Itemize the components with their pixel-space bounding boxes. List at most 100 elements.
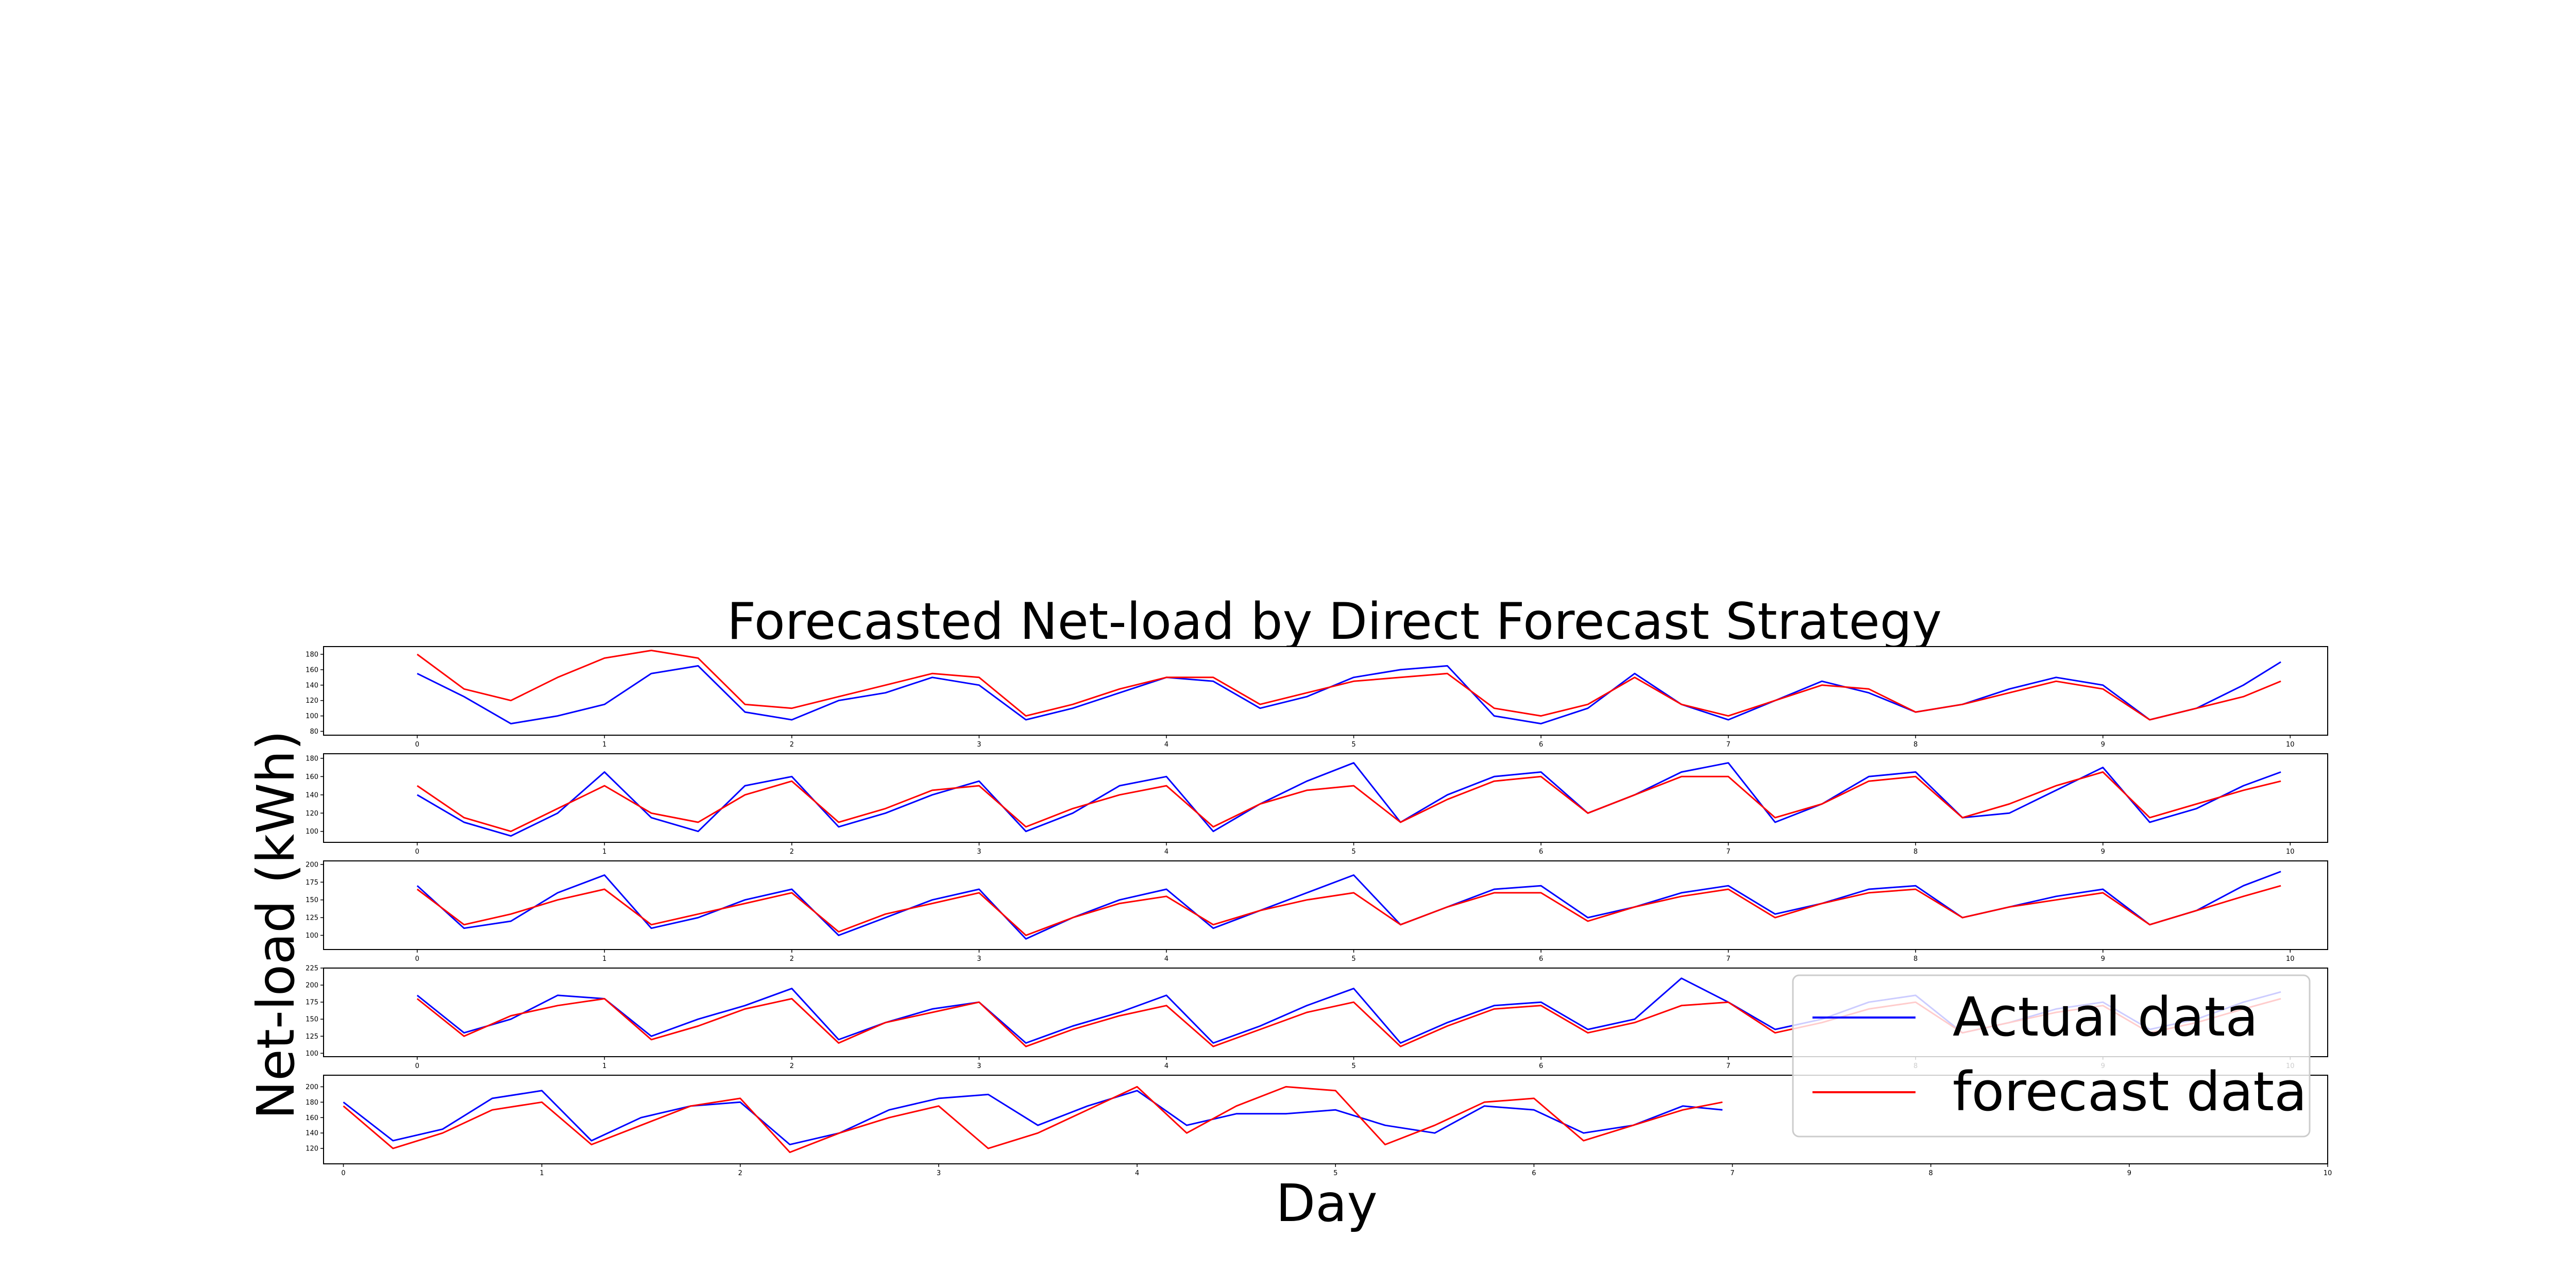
x-tick-label: 8 <box>1913 741 1918 749</box>
y-tick-label: 120 <box>306 1145 318 1153</box>
y-tick-label: 140 <box>306 791 318 799</box>
x-tick-label: 1 <box>602 955 606 963</box>
y-tick-label: 100 <box>306 932 318 940</box>
y-tick-label: 140 <box>306 682 318 689</box>
x-tick-label: 5 <box>1351 955 1355 963</box>
x-tick-label: 10 <box>2286 741 2295 749</box>
y-tick-label: 180 <box>306 1099 318 1107</box>
y-tick-label: 200 <box>306 1083 318 1091</box>
subplot-frame <box>323 860 2328 950</box>
y-tick-label: 100 <box>306 713 318 720</box>
x-tick-label: 2 <box>790 955 794 963</box>
x-tick-label: 8 <box>1913 848 1918 856</box>
x-tick-label: 5 <box>1351 848 1355 856</box>
x-tick-label: 2 <box>790 1062 794 1070</box>
y-tick-label: 125 <box>306 1033 318 1041</box>
x-tick-label: 6 <box>1539 1062 1543 1070</box>
x-tick-label: 3 <box>977 1062 981 1070</box>
chart-title: Forecasted Net-load by Direct Forecast S… <box>727 592 1942 651</box>
x-tick-label: 3 <box>977 848 981 856</box>
x-tick-label: 2 <box>790 741 794 749</box>
x-tick-label: 5 <box>1333 1170 1337 1177</box>
y-tick-label: 180 <box>306 755 318 762</box>
x-tick-label: 0 <box>341 1170 345 1177</box>
x-tick-label: 9 <box>2127 1170 2131 1177</box>
y-tick-label: 200 <box>306 982 318 990</box>
x-tick-label: 6 <box>1532 1170 1536 1177</box>
x-tick-label: 7 <box>1726 848 1730 856</box>
x-tick-label: 2 <box>738 1170 742 1177</box>
x-tick-label: 4 <box>1164 1062 1168 1070</box>
series-line-forecast <box>416 885 2281 936</box>
legend-label-actual: Actual data <box>1953 986 2258 1048</box>
x-tick-label: 5 <box>1351 741 1355 749</box>
y-tick-label: 200 <box>306 861 318 869</box>
y-tick-label: 150 <box>306 896 318 904</box>
y-tick-label: 140 <box>306 1130 318 1138</box>
x-tick-label: 7 <box>1730 1170 1734 1177</box>
y-tick-label: 160 <box>306 773 318 781</box>
subplot-frame <box>323 646 2328 736</box>
x-tick-label: 1 <box>540 1170 544 1177</box>
x-tick-label: 0 <box>415 741 419 749</box>
x-tick-label: 3 <box>977 741 981 749</box>
legend-frame <box>1792 974 2311 1138</box>
x-tick-label: 8 <box>1929 1170 1933 1177</box>
x-tick-label: 3 <box>937 1170 941 1177</box>
y-tick-label: 100 <box>306 1050 318 1058</box>
subplot-3: 0 1 2 3 4 5 6 7 8 9 10 100 125 150 175 200 <box>306 860 2328 963</box>
x-tick-label: 7 <box>1726 741 1730 749</box>
series-line-forecast <box>416 650 2281 721</box>
x-tick-label: 10 <box>2286 848 2295 856</box>
x-tick-label: 2 <box>790 848 794 856</box>
y-tick-label: 150 <box>306 1016 318 1024</box>
y-tick-label: 80 <box>310 728 318 736</box>
x-tick-label: 4 <box>1164 848 1168 856</box>
y-tick-label: 160 <box>306 1114 318 1122</box>
x-tick-label: 4 <box>1135 1170 1139 1177</box>
y-tick-label: 125 <box>306 914 318 922</box>
series-line-forecast <box>416 771 2281 833</box>
legend-label-forecast: forecast data <box>1953 1060 2307 1123</box>
subplot-frame <box>323 753 2328 843</box>
x-tick-label: 4 <box>1164 955 1168 963</box>
series-line-actual <box>343 1090 1723 1146</box>
x-tick-label: 0 <box>415 1062 419 1070</box>
y-tick-label: 120 <box>306 697 318 705</box>
x-tick-label: 3 <box>977 955 981 963</box>
x-tick-label: 6 <box>1539 848 1543 856</box>
x-tick-label: 7 <box>1726 955 1730 963</box>
y-axis-label: Net-load (kWh) <box>246 730 306 1119</box>
series-line-forecast <box>343 1086 1723 1154</box>
subplot-2: 0 1 2 3 4 5 6 7 8 9 10 100 120 140 160 180 <box>306 753 2328 856</box>
legend: Actual data forecast data <box>1792 974 2311 1138</box>
y-tick-label: 100 <box>306 828 318 836</box>
y-tick-label: 175 <box>306 879 318 887</box>
y-tick-label: 175 <box>306 999 318 1007</box>
series-line-actual <box>417 762 2281 837</box>
x-tick-label: 4 <box>1164 741 1168 749</box>
x-tick-label: 0 <box>415 955 419 963</box>
y-tick-label: 160 <box>306 666 318 674</box>
x-tick-label: 7 <box>1726 1062 1730 1070</box>
x-axis-label: Day <box>1276 1173 1377 1233</box>
y-tick-label: 120 <box>306 810 318 818</box>
y-tick-label: 180 <box>306 651 318 658</box>
x-tick-label: 1 <box>602 1062 606 1070</box>
x-tick-label: 10 <box>2324 1170 2332 1177</box>
x-tick-label: 1 <box>602 741 606 749</box>
x-tick-label: 9 <box>2101 955 2105 963</box>
x-tick-label: 8 <box>1913 955 1918 963</box>
x-tick-label: 5 <box>1351 1062 1355 1070</box>
subplot-1: 0 1 2 3 4 5 6 7 8 9 10 80 100 120 140 160 180 <box>306 646 2328 749</box>
x-tick-label: 10 <box>2286 955 2295 963</box>
x-tick-label: 0 <box>415 848 419 856</box>
x-tick-label: 1 <box>602 848 606 856</box>
x-tick-label: 6 <box>1539 741 1543 749</box>
series-line-actual <box>417 661 2281 725</box>
x-tick-label: 9 <box>2101 741 2105 749</box>
x-tick-label: 6 <box>1539 955 1543 963</box>
x-tick-label: 9 <box>2101 848 2105 856</box>
y-tick-label: 225 <box>306 965 318 973</box>
